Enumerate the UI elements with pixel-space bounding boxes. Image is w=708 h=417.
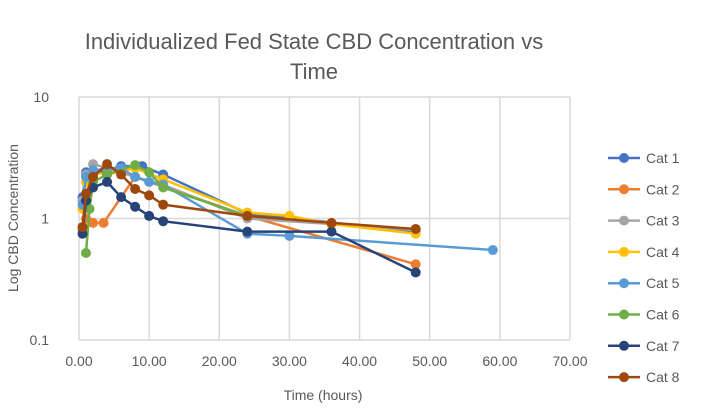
data-point xyxy=(242,210,253,221)
data-point xyxy=(158,182,169,193)
chart-title-line-2: Time xyxy=(290,59,338,84)
data-point xyxy=(326,226,337,237)
x-tick-label: 60.00 xyxy=(482,353,517,369)
data-point xyxy=(410,223,421,234)
x-axis-label: Time (hours) xyxy=(284,387,363,403)
data-point xyxy=(130,171,141,182)
legend-label: Cat 6 xyxy=(646,307,680,323)
data-point xyxy=(130,183,141,194)
legend-marker-icon xyxy=(619,246,629,257)
legend-marker-icon xyxy=(619,215,629,226)
legend-marker-icon xyxy=(619,340,629,351)
legend-label: Cat 2 xyxy=(646,181,680,197)
data-point xyxy=(130,201,141,212)
data-point xyxy=(130,160,141,171)
x-tick-label: 30.00 xyxy=(272,353,307,369)
legend-marker-icon xyxy=(619,372,629,383)
data-point xyxy=(144,190,155,201)
legend-label: Cat 3 xyxy=(646,213,680,229)
data-point xyxy=(410,267,421,278)
chart-title-line-1: Individualized Fed State CBD Concentrati… xyxy=(85,29,544,54)
data-point xyxy=(158,199,169,210)
data-point xyxy=(242,226,253,237)
y-tick-label: 1 xyxy=(41,211,49,227)
data-point xyxy=(144,210,155,221)
data-point xyxy=(158,216,169,227)
x-tick-label: 10.00 xyxy=(132,353,167,369)
legend-label: Cat 1 xyxy=(646,150,680,166)
legend-label: Cat 7 xyxy=(646,338,680,354)
legend-label: Cat 5 xyxy=(646,275,680,291)
data-point xyxy=(116,169,127,180)
legend-marker-icon xyxy=(619,278,629,289)
legend-marker-icon xyxy=(619,184,629,195)
legend-marker-icon xyxy=(619,309,629,320)
data-point xyxy=(81,248,92,259)
data-point xyxy=(84,203,95,214)
data-point xyxy=(88,217,99,228)
data-point xyxy=(144,167,155,178)
data-point xyxy=(81,171,92,182)
x-tick-label: 40.00 xyxy=(342,353,377,369)
data-point xyxy=(144,176,155,187)
x-tick-label: 0.00 xyxy=(65,353,92,369)
y-axis-label: Log CBD Concentration xyxy=(5,144,21,292)
x-tick-label: 50.00 xyxy=(412,353,447,369)
data-point xyxy=(326,217,337,228)
data-point xyxy=(88,171,99,182)
y-tick-label: 10 xyxy=(33,89,49,105)
legend-marker-icon xyxy=(619,153,629,163)
data-point xyxy=(102,159,113,170)
data-point xyxy=(487,245,498,256)
legend-label: Cat 4 xyxy=(646,244,680,260)
legend-label: Cat 8 xyxy=(646,369,680,385)
data-point xyxy=(102,169,113,180)
x-tick-label: 20.00 xyxy=(202,353,237,369)
data-point xyxy=(102,176,113,187)
data-point xyxy=(410,259,421,270)
data-point xyxy=(284,230,295,241)
data-point xyxy=(98,217,109,228)
x-tick-label: 70.00 xyxy=(552,353,587,369)
data-point xyxy=(116,192,127,203)
data-point xyxy=(77,222,88,233)
y-tick-label: 0.1 xyxy=(30,332,50,348)
data-point xyxy=(81,188,92,199)
